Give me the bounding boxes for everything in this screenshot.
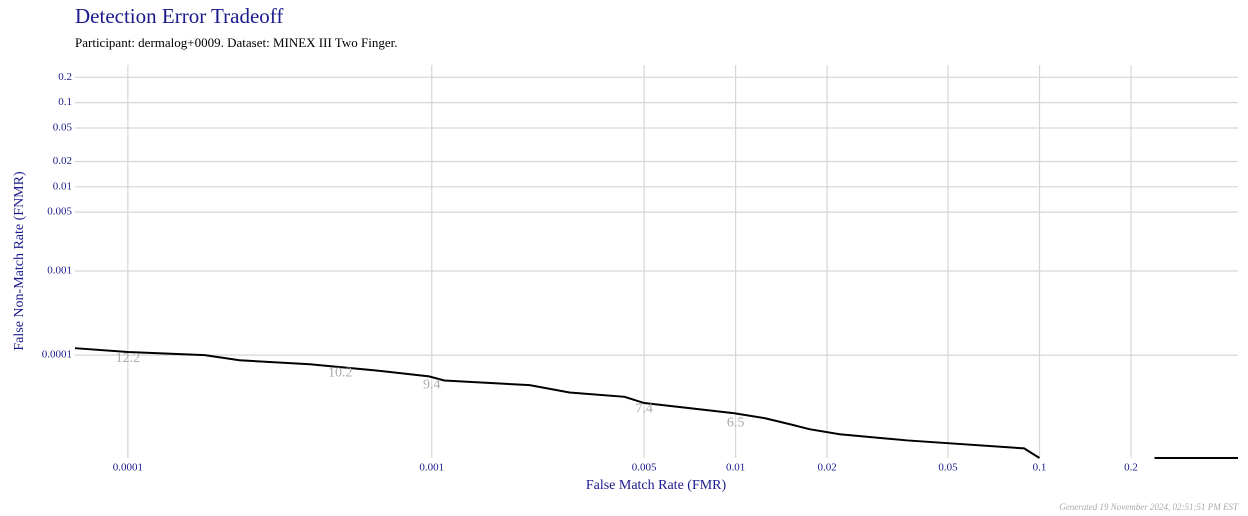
y-tick-label: 0.2 <box>58 71 72 83</box>
y-tick-label: 0.02 <box>53 155 72 167</box>
chart-title: Detection Error Tradeoff <box>75 4 283 28</box>
x-tick-label: 0.1 <box>1033 462 1047 474</box>
threshold-label: 7.4 <box>635 402 653 417</box>
y-tick-label: 0.005 <box>47 206 72 218</box>
threshold-label: 12.2 <box>116 351 141 366</box>
x-tick-label: 0.0001 <box>113 462 143 474</box>
x-tick-label: 0.001 <box>419 462 444 474</box>
threshold-label: 9.4 <box>423 377 441 392</box>
y-tick-label: 0.001 <box>47 265 72 277</box>
x-axis-label: False Match Rate (FMR) <box>586 478 727 493</box>
y-tick-label: 0.05 <box>53 122 73 134</box>
footer: Generated 19 November 2024, 02:51:51 PM … <box>1059 502 1239 512</box>
x-tick-label: 0.01 <box>726 462 745 474</box>
det-curve <box>74 347 1238 459</box>
y-tick-label: 0.0001 <box>42 349 72 361</box>
y-axis-label: False Non-Match Rate (FNMR) <box>12 171 27 351</box>
x-tick-label: 0.02 <box>817 462 836 474</box>
chart-subtitle: Participant: dermalog+0009. Dataset: MIN… <box>75 35 397 50</box>
x-tick-label: 0.05 <box>938 462 958 474</box>
threshold-label: 6.5 <box>727 416 745 431</box>
y-tick-label: 0.1 <box>58 96 72 108</box>
y-tick-label: 0.01 <box>53 180 72 192</box>
threshold-label: 10.2 <box>328 365 353 380</box>
x-tick-label: 0.005 <box>632 462 657 474</box>
x-tick-label: 0.2 <box>1124 462 1138 474</box>
